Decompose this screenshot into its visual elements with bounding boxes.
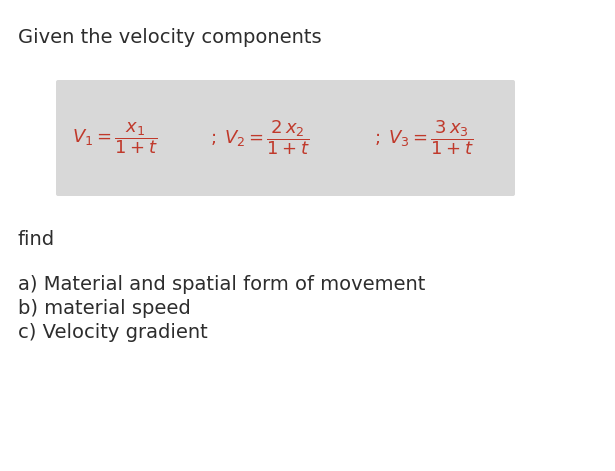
- Text: find: find: [18, 230, 55, 249]
- Text: b) material speed: b) material speed: [18, 299, 191, 318]
- Text: $V_1 = \dfrac{x_1}{1+t}$: $V_1 = \dfrac{x_1}{1+t}$: [72, 120, 158, 156]
- Text: c) Velocity gradient: c) Velocity gradient: [18, 323, 208, 342]
- Text: a) Material and spatial form of movement: a) Material and spatial form of movement: [18, 275, 426, 294]
- Text: $V_2 = \dfrac{2\,x_2}{1+t}$: $V_2 = \dfrac{2\,x_2}{1+t}$: [224, 119, 310, 157]
- Text: $;$: $;$: [210, 129, 216, 147]
- FancyBboxPatch shape: [56, 80, 515, 196]
- Text: $;$: $;$: [374, 129, 380, 147]
- Text: Given the velocity components: Given the velocity components: [18, 28, 322, 47]
- Text: $V_3 = \dfrac{3\,x_3}{1+t}$: $V_3 = \dfrac{3\,x_3}{1+t}$: [388, 119, 474, 157]
